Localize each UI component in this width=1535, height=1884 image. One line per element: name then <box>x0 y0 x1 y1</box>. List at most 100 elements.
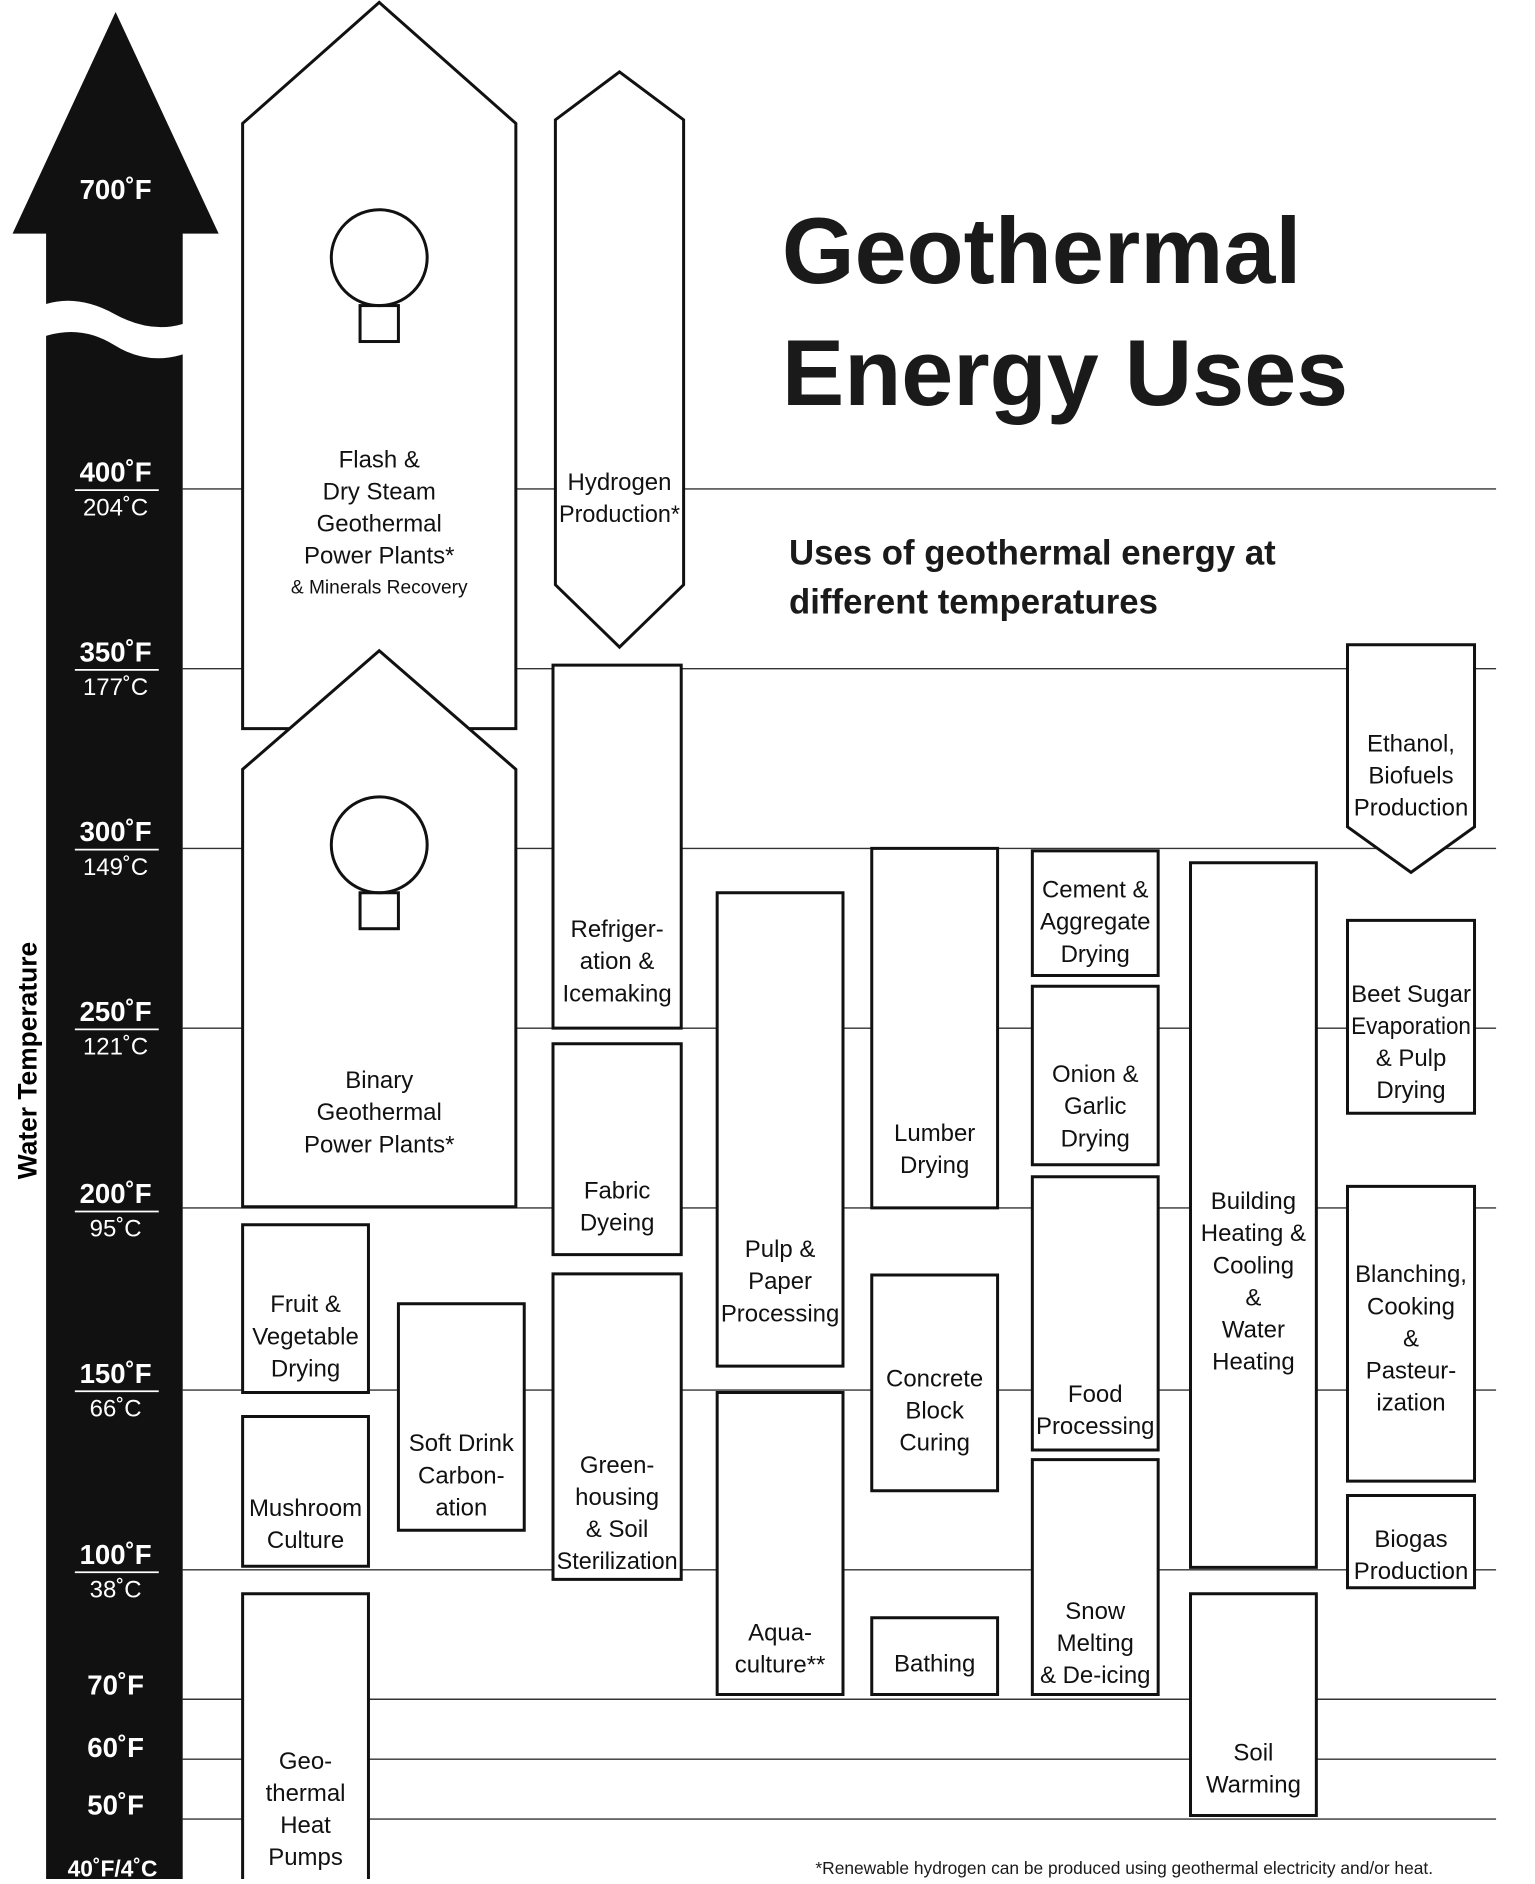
fahrenheit-label: 700˚F <box>80 174 152 205</box>
use-label: Dry Steam <box>323 478 436 505</box>
title: Energy Uses <box>782 320 1348 425</box>
celsius-label: 66˚C <box>90 1395 142 1422</box>
use-label: Heating & <box>1201 1220 1306 1247</box>
use-label: Bathing <box>894 1651 975 1678</box>
use-label: & <box>1403 1325 1419 1352</box>
use-box <box>1347 645 1474 873</box>
use-label: Biofuels <box>1368 762 1453 789</box>
use-label: Melting <box>1057 1630 1134 1657</box>
use-label: Pumps <box>268 1844 343 1871</box>
use-label: Biogas <box>1374 1526 1447 1553</box>
celsius-label: 121˚C <box>83 1034 148 1061</box>
use-label: Geothermal <box>317 1099 442 1126</box>
use-label: Concrete <box>886 1365 983 1392</box>
celsius-label: 95˚C <box>90 1216 142 1243</box>
use-label: Aggregate <box>1040 909 1151 936</box>
use-label: Power Plants* <box>304 543 454 570</box>
fahrenheit-label: 200˚F <box>80 1178 152 1209</box>
use-label: Water <box>1222 1317 1285 1344</box>
use-label: ation <box>435 1494 487 1521</box>
celsius-label: 38˚C <box>90 1576 142 1603</box>
use-label: Processing <box>721 1300 840 1327</box>
subtitle: different temperatures <box>789 584 1158 622</box>
title: Geothermal <box>782 198 1301 303</box>
use-label: Drying <box>900 1152 969 1179</box>
use-label: culture** <box>735 1652 826 1679</box>
use-label: Drying <box>1061 941 1130 968</box>
subtitle: Uses of geothermal energy at <box>789 534 1276 572</box>
fahrenheit-label: 350˚F <box>80 636 152 667</box>
use-label: Aqua- <box>748 1620 812 1647</box>
use-label: Soil <box>1233 1739 1273 1766</box>
use-box <box>1032 1177 1158 1450</box>
use-label: Heat <box>280 1812 331 1839</box>
use-label: Ethanol, <box>1367 730 1455 757</box>
use-label: Geo- <box>279 1748 332 1775</box>
use-label: Onion & <box>1052 1061 1139 1088</box>
use-label: Hydrogen <box>568 469 672 496</box>
use-label: Production* <box>559 501 680 528</box>
fahrenheit-label: 100˚F <box>80 1539 152 1570</box>
use-label: Production <box>1354 795 1469 822</box>
use-box <box>243 2 516 728</box>
use-label: ization <box>1376 1390 1445 1417</box>
use-label: Lumber <box>894 1120 975 1147</box>
use-label: Block <box>905 1398 965 1425</box>
use-label: & De-icing <box>1040 1662 1151 1689</box>
use-label: Drying <box>1061 1125 1130 1152</box>
axis-label: Water Temperature <box>13 942 43 1179</box>
celsius-label: 177˚C <box>83 674 148 701</box>
use-label: Production <box>1354 1558 1469 1585</box>
use-label: Fruit & <box>270 1291 341 1318</box>
use-label: & Soil <box>586 1516 649 1543</box>
use-label: Icemaking <box>563 980 672 1007</box>
use-note: & Minerals Recovery <box>291 577 468 598</box>
use-label: Sterilization <box>557 1548 678 1575</box>
use-label: & <box>1245 1284 1261 1311</box>
use-label: Building <box>1211 1188 1296 1215</box>
use-label: Power Plants* <box>304 1131 454 1158</box>
use-box <box>717 1392 843 1694</box>
use-box <box>1032 1460 1158 1695</box>
use-label: Garlic <box>1064 1093 1127 1120</box>
use-label: Paper <box>748 1268 812 1295</box>
use-label: Snow <box>1065 1598 1126 1625</box>
use-label: Processing <box>1036 1413 1155 1440</box>
use-label: Green- <box>580 1452 655 1479</box>
use-label: Evaporation <box>1351 1013 1471 1040</box>
use-label: Cooking <box>1367 1293 1455 1320</box>
fahrenheit-label: 250˚F <box>80 996 152 1027</box>
use-label: Flash & <box>339 446 420 473</box>
celsius-label: 149˚C <box>83 854 148 881</box>
fahrenheit-label: 60˚F <box>87 1732 144 1763</box>
use-label: Cement & <box>1042 877 1149 904</box>
use-label: Cooling <box>1213 1252 1294 1279</box>
use-label: ation & <box>580 948 655 975</box>
use-label: Culture <box>267 1527 344 1554</box>
celsius-label: 204˚C <box>83 494 148 521</box>
use-label: Refriger- <box>571 916 664 943</box>
use-label: thermal <box>266 1780 346 1807</box>
footnote: *Renewable hydrogen can be produced usin… <box>815 1858 1433 1878</box>
diagram: 700˚F 400˚F 204˚C 350˚F 177˚C 300˚F 149˚C 250˚F… <box>0 0 1535 1879</box>
fahrenheit-label: 300˚F <box>80 816 152 847</box>
fahrenheit-label: 400˚F <box>80 457 152 488</box>
fahrenheit-label: 70˚F <box>87 1669 144 1700</box>
use-label: Curing <box>899 1430 970 1457</box>
fahrenheit-label: 150˚F <box>80 1358 152 1389</box>
use-label: Blanching, <box>1355 1261 1467 1288</box>
use-label: Soft Drink <box>409 1430 515 1457</box>
use-box <box>555 72 683 647</box>
use-label: Heating <box>1212 1349 1295 1376</box>
use-label: & Pulp <box>1376 1045 1447 1072</box>
page: {"title":["Geothermal","Energy Uses"], "… <box>0 0 1535 1879</box>
fahrenheit-label: 50˚F <box>87 1789 144 1820</box>
use-label: Fabric <box>584 1177 651 1204</box>
use-label: Vegetable <box>252 1323 359 1350</box>
use-label: Drying <box>271 1355 340 1382</box>
use-label: Food <box>1068 1381 1123 1408</box>
use-label: Pulp & <box>745 1236 816 1263</box>
use-label: housing <box>575 1484 659 1511</box>
use-label: Dyeing <box>580 1209 655 1236</box>
use-label: Mushroom <box>249 1495 362 1522</box>
